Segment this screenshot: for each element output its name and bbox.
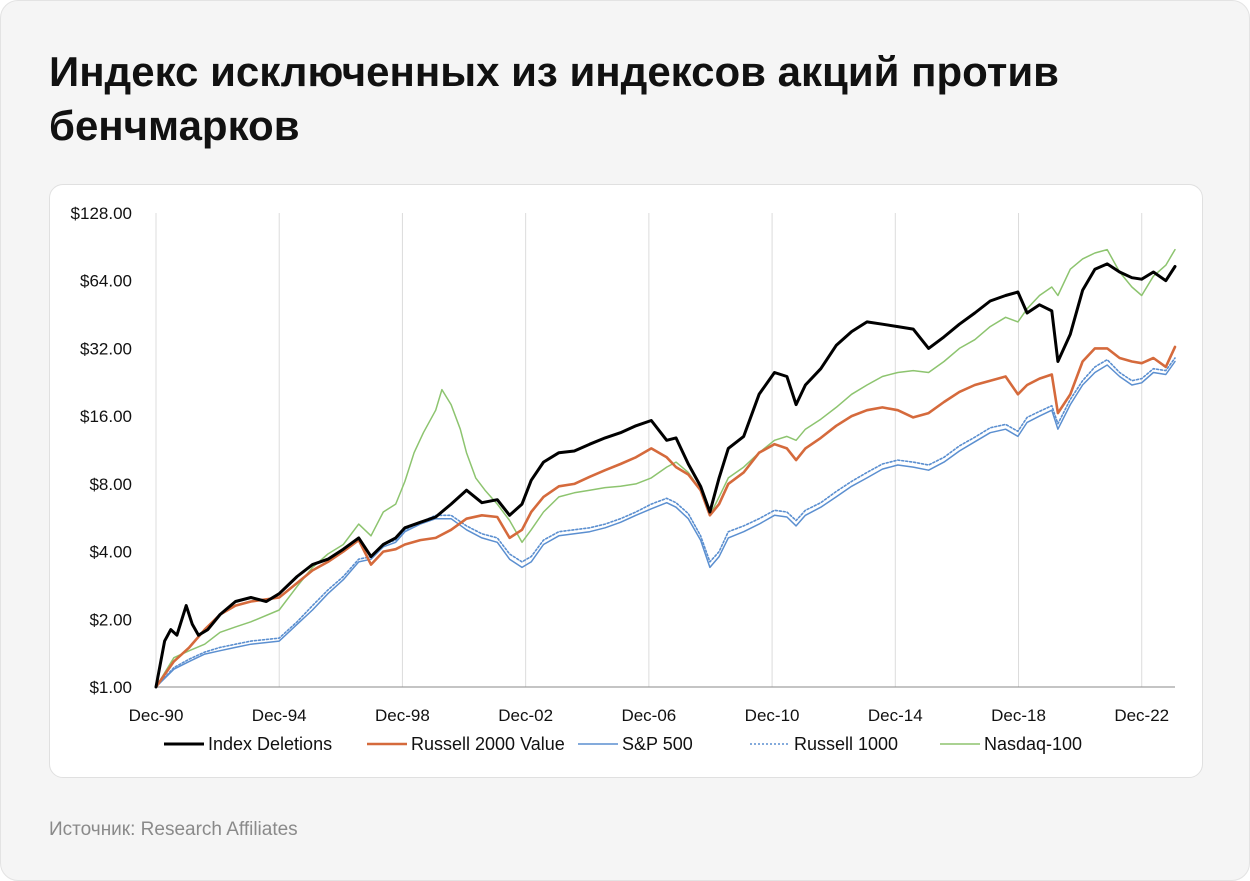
x-tick-label: Dec-22 — [1114, 706, 1169, 725]
x-axis-ticks: Dec-90 Dec-94 Dec-98 Dec-02 Dec-06 Dec-10 Dec-… — [129, 706, 1170, 725]
x-tick-label: Dec-06 — [621, 706, 676, 725]
series-line-nasdaq-100 — [155, 248, 1176, 688]
x-tick-label: Dec-10 — [745, 706, 800, 725]
y-tick-label: $64.00 — [80, 272, 132, 291]
legend-label: Russell 1000 — [794, 734, 898, 754]
legend-label: Russell 2000 Value — [411, 734, 565, 754]
y-tick-label: $1.00 — [89, 678, 132, 697]
x-tick-label: Dec-98 — [375, 706, 430, 725]
x-tick-label: Dec-90 — [129, 706, 184, 725]
legend-label: S&P 500 — [622, 734, 693, 754]
x-tick-label: Dec-18 — [991, 706, 1046, 725]
legend-label: Index Deletions — [208, 734, 332, 754]
line-chart: $1.00 $2.00 $4.00 $8.00 $16.00 $32.00 $64.00 $1… — [71, 204, 1177, 754]
source-note: Источник: Research Affiliates — [49, 819, 298, 840]
y-tick-label: $16.00 — [80, 407, 132, 426]
series-line-russell-2000-value — [154, 345, 1177, 689]
y-tick-label: $4.00 — [89, 543, 132, 562]
series-line-s-p-500 — [155, 360, 1176, 688]
page-title: Индекс исключенных из индексов акций про… — [49, 48, 1059, 149]
chart-legend: Index Deletions Russell 2000 Value S&P 500… — [164, 734, 1082, 754]
x-tick-label: Dec-14 — [868, 706, 923, 725]
y-tick-label: $32.00 — [80, 339, 132, 358]
y-tick-label: $2.00 — [89, 610, 132, 629]
series-line-index-deletions — [154, 262, 1177, 689]
series-lines — [154, 248, 1177, 689]
legend-label: Nasdaq-100 — [984, 734, 1082, 754]
x-tick-label: Dec-94 — [252, 706, 307, 725]
y-tick-label: $128.00 — [71, 204, 132, 223]
x-tick-label: Dec-02 — [498, 706, 553, 725]
y-axis-ticks: $1.00 $2.00 $4.00 $8.00 $16.00 $32.00 $64.00 $1… — [71, 204, 132, 697]
chart-card: $1.00 $2.00 $4.00 $8.00 $16.00 $32.00 $64.00 $1… — [49, 184, 1203, 778]
y-tick-label: $8.00 — [89, 475, 132, 494]
series-line-russell-1000 — [155, 357, 1176, 688]
